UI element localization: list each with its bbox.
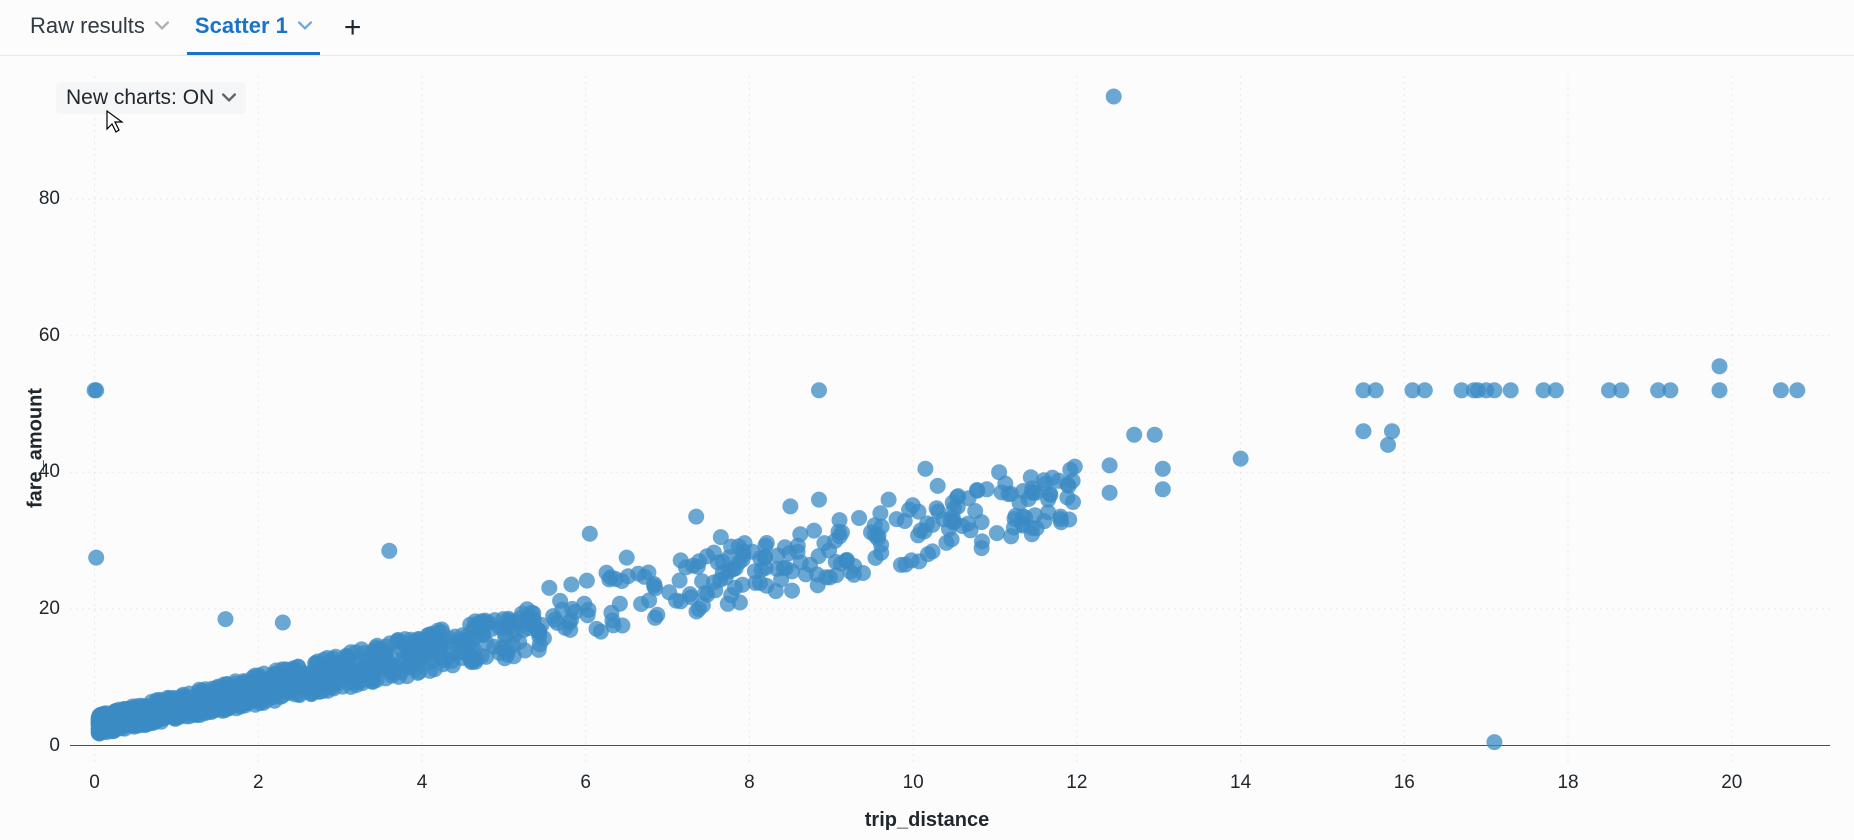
scatter-plot-svg [70,76,1830,766]
scatter-chart[interactable]: fare_amount trip_distance 0 20 40 60 80 0 2 4 6 8… [0,56,1854,840]
tab-label: Raw results [30,13,145,39]
tab-scatter-1[interactable]: Scatter 1 [187,0,320,55]
chevron-down-icon [298,19,312,33]
x-tick-label: 6 [580,772,591,794]
add-tab-button[interactable]: + [330,13,376,43]
chevron-down-icon [222,91,236,105]
y-tick-label: 0 [49,735,68,757]
x-tick-label: 8 [744,772,755,794]
x-axis-label: trip_distance [865,809,989,832]
new-charts-toggle[interactable]: New charts: ON [56,82,246,114]
y-tick-label: 20 [39,598,68,620]
results-tabstrip: Raw results Scatter 1 + [0,0,1854,56]
tab-raw-results[interactable]: Raw results [22,0,177,55]
y-axis-label: fare_amount [25,388,48,508]
y-tick-label: 80 [39,188,68,210]
x-tick-label: 14 [1230,772,1251,794]
toggle-label: New charts: ON [66,86,214,110]
chevron-down-icon [155,19,169,33]
x-tick-label: 4 [417,772,428,794]
x-tick-label: 2 [253,772,264,794]
y-tick-label: 60 [39,325,68,347]
x-tick-label: 16 [1394,772,1415,794]
tab-label: Scatter 1 [195,13,288,39]
x-tick-label: 10 [903,772,924,794]
plus-icon: + [344,11,362,44]
y-tick-label: 40 [39,461,68,483]
x-tick-label: 0 [89,772,100,794]
x-tick-label: 12 [1066,772,1087,794]
x-tick-label: 20 [1721,772,1742,794]
x-tick-label: 18 [1557,772,1578,794]
